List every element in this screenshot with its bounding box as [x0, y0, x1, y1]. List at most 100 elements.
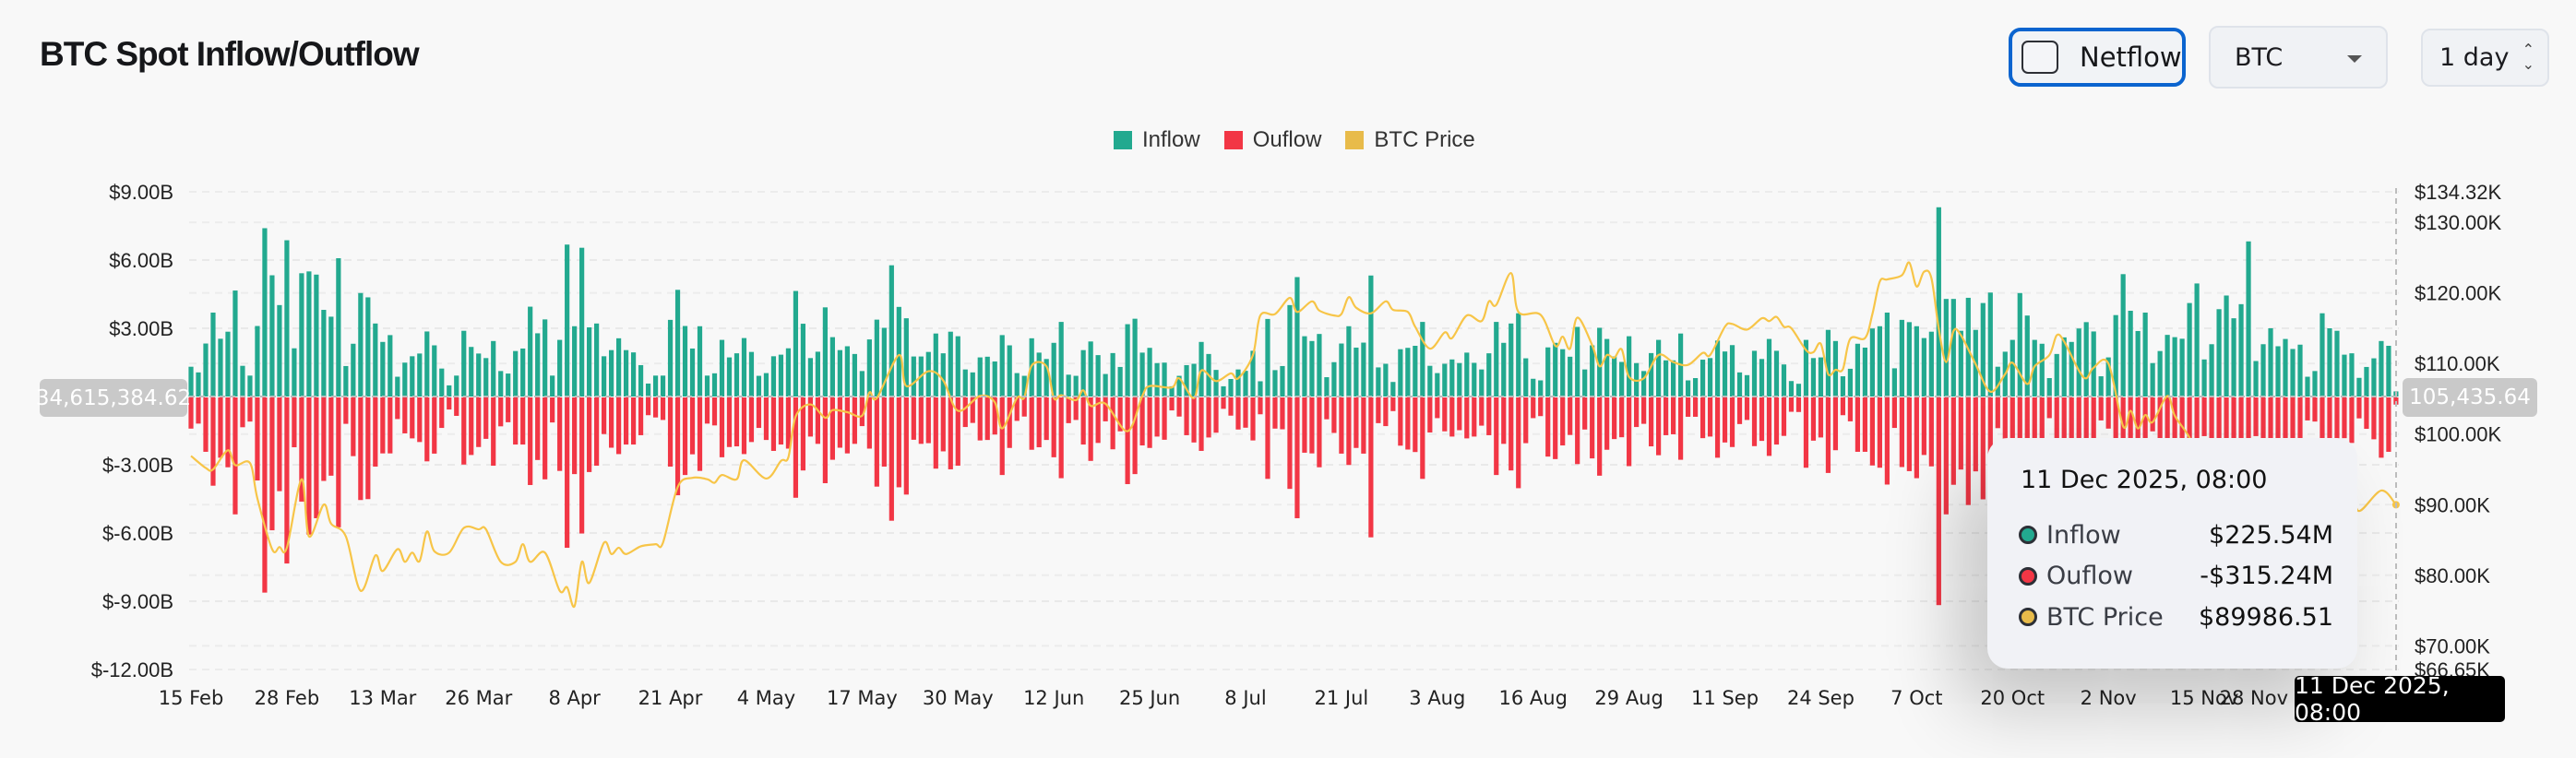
outflow-bar[interactable]: [2157, 397, 2163, 444]
inflow-bar[interactable]: [565, 244, 570, 397]
outflow-bar[interactable]: [1088, 397, 1093, 461]
outflow-bar[interactable]: [763, 397, 769, 441]
inflow-bar[interactable]: [2076, 328, 2081, 397]
outflow-bar[interactable]: [1280, 397, 1285, 430]
inflow-bar[interactable]: [1516, 313, 1521, 397]
inflow-bar[interactable]: [373, 323, 378, 397]
inflow-bar[interactable]: [881, 327, 887, 397]
inflow-bar[interactable]: [1184, 364, 1189, 397]
outflow-bar[interactable]: [587, 397, 592, 472]
inflow-bar[interactable]: [1383, 363, 1389, 397]
inflow-bar[interactable]: [1368, 275, 1374, 397]
inflow-bar[interactable]: [1442, 363, 1448, 397]
outflow-bar[interactable]: [233, 397, 238, 515]
inflow-bar[interactable]: [1479, 369, 1485, 397]
outflow-bar[interactable]: [2364, 397, 2369, 430]
outflow-bar[interactable]: [2231, 397, 2236, 470]
inflow-bar[interactable]: [388, 335, 393, 397]
outflow-bar[interactable]: [977, 397, 983, 441]
outflow-bar[interactable]: [1965, 397, 1971, 505]
inflow-bar[interactable]: [1088, 341, 1093, 397]
inflow-bar[interactable]: [247, 375, 253, 397]
outflow-bar[interactable]: [1980, 397, 1986, 500]
outflow-bar[interactable]: [1575, 397, 1580, 465]
inflow-bar[interactable]: [2231, 318, 2236, 397]
inflow-bar[interactable]: [2253, 361, 2259, 397]
outflow-bar[interactable]: [1788, 397, 1795, 412]
inflow-bar[interactable]: [594, 323, 600, 397]
inflow-bar[interactable]: [2209, 344, 2214, 397]
inflow-bar[interactable]: [660, 375, 666, 397]
legend-item-outflow[interactable]: Ouflow: [1223, 127, 1321, 153]
outflow-bar[interactable]: [321, 397, 327, 481]
inflow-bar[interactable]: [770, 356, 777, 397]
outflow-bar[interactable]: [218, 397, 223, 458]
inflow-bar[interactable]: [543, 319, 548, 397]
outflow-bar[interactable]: [424, 397, 430, 462]
inflow-bar[interactable]: [1324, 377, 1330, 397]
inflow-bar[interactable]: [277, 304, 282, 397]
inflow-bar[interactable]: [1139, 352, 1145, 397]
inflow-bar[interactable]: [807, 358, 814, 397]
outflow-bar[interactable]: [2054, 397, 2059, 441]
inflow-bar[interactable]: [2238, 303, 2244, 397]
inflow-bar[interactable]: [2342, 354, 2347, 397]
inflow-bar[interactable]: [498, 371, 504, 397]
inflow-bar[interactable]: [1523, 358, 1529, 397]
outflow-bar[interactable]: [1641, 397, 1647, 424]
outflow-bar[interactable]: [697, 397, 703, 471]
inflow-bar[interactable]: [1707, 358, 1713, 397]
outflow-bar[interactable]: [1110, 397, 1115, 450]
outflow-bar[interactable]: [1258, 397, 1263, 415]
outflow-bar[interactable]: [1818, 397, 1824, 438]
inflow-bar[interactable]: [557, 339, 563, 397]
outflow-bar[interactable]: [306, 397, 312, 535]
inflow-bar[interactable]: [1656, 339, 1662, 397]
inflow-bar[interactable]: [1921, 338, 1926, 397]
inflow-bar[interactable]: [623, 349, 629, 397]
outflow-bar[interactable]: [1080, 397, 1086, 445]
inflow-bar[interactable]: [970, 372, 975, 397]
outflow-bar[interactable]: [881, 397, 887, 467]
outflow-bar[interactable]: [2283, 397, 2288, 453]
inflow-bar[interactable]: [1597, 327, 1603, 397]
inflow-bar[interactable]: [2379, 340, 2384, 397]
inflow-bar[interactable]: [933, 333, 938, 397]
inflow-bar[interactable]: [852, 353, 857, 397]
outflow-bar[interactable]: [852, 397, 857, 444]
inflow-bar[interactable]: [424, 331, 430, 397]
outflow-bar[interactable]: [2320, 397, 2325, 475]
outflow-bar[interactable]: [2098, 397, 2104, 420]
outflow-bar[interactable]: [1803, 397, 1809, 468]
outflow-bar[interactable]: [520, 397, 526, 445]
inflow-bar[interactable]: [1568, 356, 1573, 397]
outflow-bar[interactable]: [2349, 397, 2355, 444]
outflow-bar[interactable]: [1376, 397, 1381, 423]
inflow-bar[interactable]: [395, 376, 400, 397]
outflow-bar[interactable]: [299, 397, 304, 502]
outflow-bar[interactable]: [1235, 397, 1241, 430]
inflow-bar[interactable]: [1736, 372, 1743, 397]
outflow-bar[interactable]: [1759, 397, 1765, 442]
outflow-bar[interactable]: [1420, 397, 1425, 480]
outflow-bar[interactable]: [1206, 397, 1211, 438]
outflow-bar[interactable]: [1538, 397, 1544, 417]
outflow-bar[interactable]: [2172, 397, 2177, 455]
outflow-bar[interactable]: [1103, 397, 1108, 421]
inflow-bar[interactable]: [844, 346, 850, 397]
inflow-bar[interactable]: [1899, 319, 1904, 397]
outflow-bar[interactable]: [815, 397, 821, 444]
inflow-bar[interactable]: [2187, 302, 2192, 397]
inflow-bar[interactable]: [733, 353, 740, 397]
inflow-bar[interactable]: [1103, 373, 1108, 397]
inflow-bar[interactable]: [1294, 277, 1300, 397]
inflow-bar[interactable]: [1162, 362, 1167, 397]
outflow-bar[interactable]: [807, 397, 814, 437]
outflow-bar[interactable]: [689, 397, 696, 455]
inflow-bar[interactable]: [1744, 374, 1750, 397]
inflow-bar[interactable]: [866, 339, 872, 397]
outflow-bar[interactable]: [1095, 397, 1101, 444]
inflow-bar[interactable]: [1781, 364, 1787, 397]
inflow-bar[interactable]: [1604, 338, 1610, 397]
inflow-bar[interactable]: [741, 338, 747, 397]
